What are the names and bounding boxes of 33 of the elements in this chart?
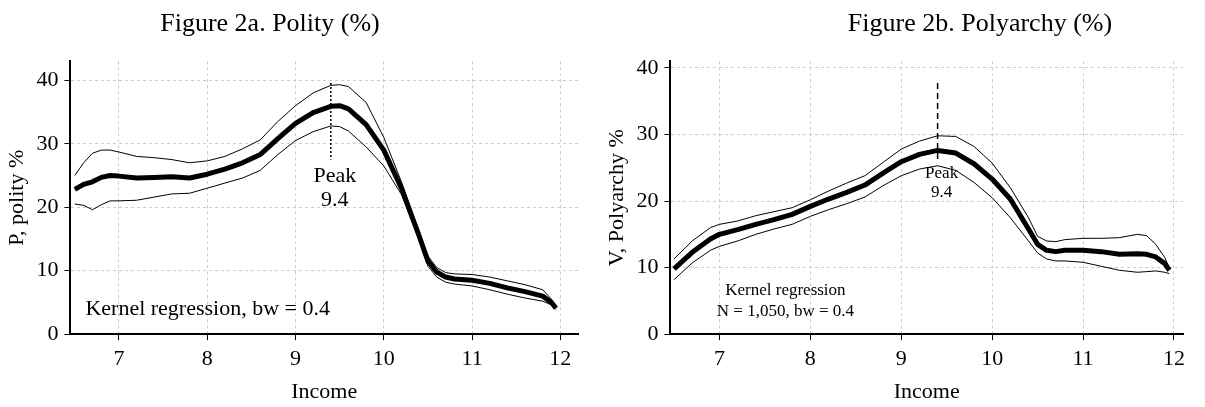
x-tick-label: 7 xyxy=(113,345,125,371)
ref-line-label: Peak 9.4 xyxy=(925,162,959,201)
y-axis-title: P, polity % xyxy=(2,149,28,246)
x-tick-label: 12 xyxy=(1162,345,1185,371)
annotation: Kernel regression, bw = 0.4 xyxy=(85,294,330,320)
y-tick-label: 0 xyxy=(47,319,59,345)
chart-title: Figure 2a. Polity (%) xyxy=(159,8,381,38)
x-tick-label: 8 xyxy=(804,345,816,371)
x-tick-label: 11 xyxy=(1072,345,1094,371)
y-tick-label: 30 xyxy=(36,129,59,155)
annotation: N = 1,050, bw = 0.4 xyxy=(716,301,855,321)
y-tick-label: 0 xyxy=(647,319,659,345)
x-tick-label: 9 xyxy=(895,345,907,371)
annotation: Kernel regression xyxy=(725,280,847,300)
y-axis-title: V, Polyarchy % xyxy=(602,129,628,267)
y-tick-label: 20 xyxy=(36,193,59,218)
x-axis-title: Income xyxy=(291,377,358,403)
x-tick-label: 12 xyxy=(549,345,572,371)
y-tick-label: 20 xyxy=(636,186,659,212)
y-tick-label: 10 xyxy=(636,253,659,279)
y-tick-label: 10 xyxy=(36,256,59,282)
ref-line-label: Peak 9.4 xyxy=(313,161,357,211)
y-tick-label: 30 xyxy=(636,120,659,146)
x-tick-label: 10 xyxy=(981,345,1004,371)
y-tick-label: 40 xyxy=(36,66,59,92)
x-tick-label: 10 xyxy=(372,345,395,371)
x-tick-label: 8 xyxy=(201,345,213,371)
x-tick-label: 9 xyxy=(290,345,302,371)
x-axis-title: Income xyxy=(893,377,960,403)
x-tick-label: 11 xyxy=(461,345,483,371)
chart-title: Figure 2b. Polyarchy (%) xyxy=(846,8,1114,38)
y-tick-label: 40 xyxy=(636,53,659,79)
x-tick-label: 7 xyxy=(713,345,725,371)
